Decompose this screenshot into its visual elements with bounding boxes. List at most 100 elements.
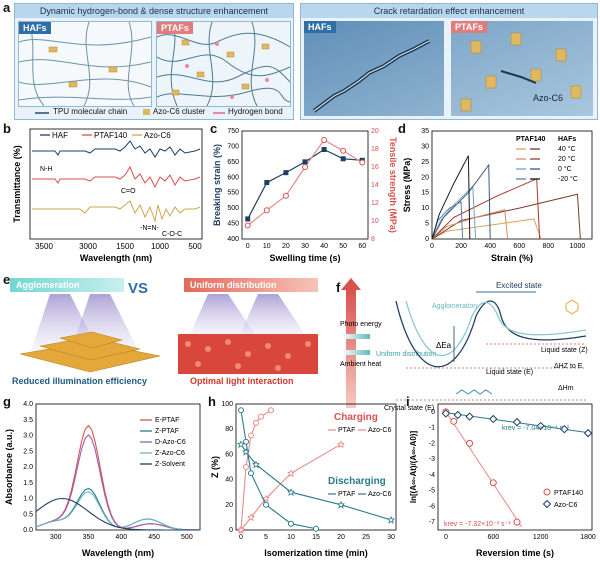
excited-state-label: Excited state bbox=[496, 281, 542, 290]
chart-g-xtick: 300 bbox=[50, 534, 62, 541]
panel-label-h: h bbox=[208, 394, 216, 409]
chart-d-line-haf bbox=[431, 193, 581, 240]
chart-b-annot-co: C=O bbox=[121, 188, 136, 195]
chart-g-xlabel: Wavelength (nm) bbox=[82, 548, 154, 558]
chart-d-line-ptaf bbox=[431, 201, 464, 240]
chart-i-point-azo bbox=[441, 409, 451, 418]
chart-i-point-azo bbox=[583, 428, 593, 438]
chart-g-ytick: 2.5 bbox=[23, 448, 33, 455]
liquid-z-label: Liquid state (Z) bbox=[541, 347, 588, 354]
chart-h-point bbox=[337, 500, 345, 509]
panel-label-g: g bbox=[3, 394, 11, 409]
chart-b-xtick-1500: 1500 bbox=[116, 242, 134, 251]
chart-d-ytick: 0 bbox=[425, 236, 429, 243]
charging-label: Charging bbox=[334, 412, 378, 423]
chart-b-ftir: HAF PTAF140 Azo-C6 N-H C=O -N=N- C-O-C 3… bbox=[12, 128, 203, 263]
chart-h-line bbox=[240, 443, 342, 531]
chart-h-point bbox=[387, 516, 395, 524]
energy-diagram: Photo energy Ambient heat Uniform distri… bbox=[340, 278, 588, 412]
chart-h-point bbox=[287, 469, 295, 478]
chart-b-xtick-500: 500 bbox=[188, 242, 202, 251]
chart-i-xtick: 0 bbox=[444, 534, 448, 541]
chart-h-point bbox=[263, 501, 269, 508]
chart-c-point-strain bbox=[321, 147, 327, 153]
chart-c-y2tick: 10 bbox=[371, 218, 379, 225]
chart-g-frame bbox=[35, 403, 201, 531]
chart-h-xlabel: Isomerization time (min) bbox=[264, 548, 368, 558]
chart-b-ylabel: Transmittance (%) bbox=[12, 145, 22, 223]
chart-g-xtick: 350 bbox=[83, 534, 95, 541]
chart-d-legend-label: 20 °C bbox=[558, 155, 576, 163]
chart-c-ytick: 400 bbox=[227, 236, 239, 243]
chart-g-ytick: 3.0 bbox=[23, 433, 33, 440]
chart-c-xtick: 20 bbox=[282, 243, 290, 250]
chart-c-xtick: 60 bbox=[358, 243, 366, 250]
agglomeration-label: Agglomeration bbox=[432, 303, 477, 310]
chart-h-line bbox=[240, 410, 317, 530]
chart-c-point-strength bbox=[359, 159, 366, 166]
chart-h-point bbox=[253, 419, 259, 426]
dH-ze-label: ΔHZ to E bbox=[554, 363, 583, 370]
ptaf-crack-tag: PTAFs bbox=[451, 21, 487, 33]
panel-e-left-banner: Agglomeration bbox=[10, 278, 124, 292]
ptaf-structure-panel: PTAFs bbox=[156, 21, 291, 107]
chart-d-xtick: 800 bbox=[543, 243, 555, 250]
chart-d-ytick: 20 bbox=[421, 174, 429, 181]
chart-i-ytick: -7 bbox=[429, 519, 435, 526]
chart-h-xtick: 0 bbox=[239, 534, 243, 541]
panel-label-e: e bbox=[3, 272, 11, 287]
chart-h-point bbox=[248, 470, 254, 477]
chart-g-legend-label: Z-PTAF bbox=[155, 428, 179, 435]
panel-label-f: f bbox=[336, 280, 341, 295]
chart-b-annot-coc: C-O-C bbox=[162, 231, 182, 238]
chart-i-point-ptaf bbox=[489, 479, 497, 487]
chart-c-ytick: 550 bbox=[227, 190, 239, 197]
chart-b-xtick-3500: 3500 bbox=[35, 242, 53, 251]
energy-arrow-bar bbox=[346, 288, 356, 408]
chart-h-xtick: 20 bbox=[337, 534, 345, 541]
chart-d-legend-label: 40 °C bbox=[558, 145, 576, 153]
curve-outer bbox=[395, 300, 587, 368]
chart-d-ytick: 25 bbox=[421, 159, 429, 166]
chart-d-xlabel: Strain (%) bbox=[491, 253, 533, 263]
uniform-illustration bbox=[178, 294, 318, 374]
haf-tag: HAFs bbox=[19, 22, 51, 34]
chart-c-ytick: 450 bbox=[227, 221, 239, 228]
chart-g-ytick: 0.5 bbox=[23, 511, 33, 518]
chart-g-line bbox=[35, 491, 201, 531]
chart-d-ytick: 15 bbox=[421, 190, 429, 197]
chart-d-xtick: 0 bbox=[430, 243, 434, 250]
molecule-z-icon bbox=[565, 299, 579, 315]
chart-b-xtick-3000: 3000 bbox=[79, 242, 97, 251]
chart-h-legend-label: PTAF bbox=[338, 427, 355, 434]
haf-chain-illustration bbox=[19, 22, 151, 106]
chart-c-y2tick: 12 bbox=[371, 200, 379, 207]
chart-c-xtick: 30 bbox=[301, 243, 309, 250]
chart-c-point-strain bbox=[302, 159, 308, 165]
chart-i-legend-ptaf-label: PTAF140 bbox=[554, 490, 583, 497]
chart-b-frame bbox=[29, 128, 203, 240]
chart-c-y2tick: 18 bbox=[371, 146, 379, 153]
crack-illustration bbox=[312, 39, 430, 113]
chart-h-point bbox=[247, 513, 255, 522]
chart-d-ytick: 5 bbox=[425, 221, 429, 228]
chart-h-ytick: 0 bbox=[229, 527, 233, 534]
chart-g-ytick: 4.0 bbox=[23, 401, 33, 408]
chart-g-xtick: 400 bbox=[115, 534, 127, 541]
chart-d: 0 5 10 15 20 25 30 35 0 200 400 600 800 1000 PTAF140… bbox=[402, 128, 593, 263]
chart-h-line bbox=[240, 409, 272, 531]
chart-h-ylabel: Z (%) bbox=[210, 456, 220, 478]
panel-e-right-banner: Uniform distribution bbox=[184, 278, 318, 292]
chart-d-legend-haf-header: HAFs bbox=[558, 136, 576, 143]
chart-c-point-strain bbox=[264, 180, 270, 186]
chart-i-point-azo bbox=[560, 424, 569, 434]
chart-i-legend-ptaf-marker bbox=[543, 488, 551, 496]
chart-h-legend-label: PTAF bbox=[338, 491, 355, 498]
crystal-e-label: Crystal state (E) bbox=[384, 405, 434, 412]
chart-c-frame bbox=[241, 130, 369, 240]
agglomeration-illustration bbox=[19, 294, 161, 373]
chart-i-ytick: 0 bbox=[431, 409, 435, 416]
chart-g-legend-label: Z-Azo-C6 bbox=[155, 450, 185, 457]
chart-d-ytick: 10 bbox=[421, 205, 429, 212]
chart-h-xtick: 25 bbox=[362, 534, 370, 541]
